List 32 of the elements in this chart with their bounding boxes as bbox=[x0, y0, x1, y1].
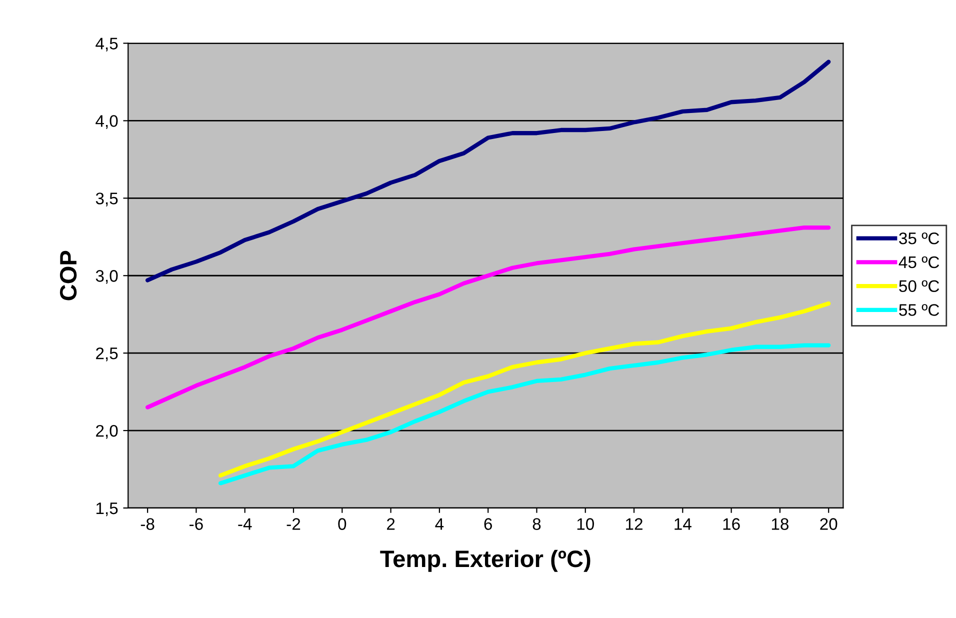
x-tick-label: 6 bbox=[484, 518, 492, 530]
y-axis-title: COP bbox=[60, 250, 77, 300]
line-series bbox=[218, 343, 831, 486]
x-tick-label: 20 bbox=[820, 518, 838, 530]
x-tick-label: 12 bbox=[626, 518, 642, 530]
x-tick-label: -4 bbox=[238, 518, 252, 530]
x-tick-label: 4 bbox=[435, 518, 444, 530]
y-tick-label: 4,5 bbox=[96, 38, 118, 52]
x-tick-label: -8 bbox=[140, 518, 154, 530]
legend-label: 55 ºC bbox=[899, 304, 940, 316]
y-tick-label: 3,5 bbox=[96, 192, 118, 206]
x-tick-label: 16 bbox=[723, 518, 740, 530]
line-series bbox=[145, 226, 831, 410]
x-tick-label: 18 bbox=[772, 518, 788, 530]
legend-label: 45 ºC bbox=[898, 256, 940, 268]
x-tick-label: -6 bbox=[190, 518, 203, 530]
y-tick-label: 1,5 bbox=[96, 502, 118, 516]
legend-label: 50 ºC bbox=[899, 280, 940, 292]
y-tick-label: 3,0 bbox=[96, 270, 118, 284]
line-series bbox=[218, 301, 831, 478]
legend-label: 35 ºC bbox=[899, 232, 940, 244]
y-tick-label: 2,0 bbox=[96, 424, 118, 439]
x-tick-label: 2 bbox=[386, 518, 395, 530]
y-tick-label: 2,5 bbox=[96, 347, 118, 362]
x-tick-label: -2 bbox=[286, 518, 300, 530]
x-axis-title: Temp. Exterior (ºC) bbox=[380, 550, 590, 572]
y-tick-label: 4,0 bbox=[96, 115, 118, 129]
x-tick-label: 10 bbox=[577, 518, 594, 530]
line-series bbox=[145, 60, 831, 282]
x-tick-label: 0 bbox=[338, 518, 346, 530]
x-tick-label: 14 bbox=[674, 518, 692, 530]
x-tick-label: 8 bbox=[532, 518, 541, 530]
